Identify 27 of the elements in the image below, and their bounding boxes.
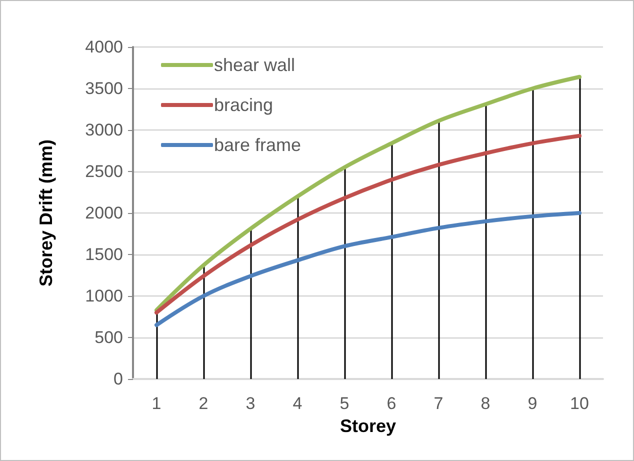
line-series <box>154 211 582 328</box>
x-tick-label: 2 <box>198 394 208 413</box>
x-tick-label: 6 <box>386 394 396 413</box>
y-tick-label: 1000 <box>85 286 123 306</box>
y-tick-label: 0 <box>114 370 123 388</box>
x-axis-title: Storey <box>340 416 396 436</box>
y-tick-label: 2000 <box>85 204 123 222</box>
y-tick-label: 500 <box>94 328 123 347</box>
y-tick-label: 1500 <box>85 245 123 264</box>
legend-label: bare frame <box>214 135 302 155</box>
x-tick-label: 10 <box>570 394 589 413</box>
y-tick-label: 3000 <box>85 120 123 140</box>
y-axis-title: Storey Drift (mm) <box>36 139 56 287</box>
legend-label: shear wall <box>214 55 296 75</box>
x-tick-label: 4 <box>292 394 302 413</box>
x-tick-label: 8 <box>480 394 490 413</box>
y-tick-label: 3500 <box>85 79 123 98</box>
line-series <box>154 134 582 315</box>
x-tick-label: 3 <box>246 394 256 413</box>
line-series <box>154 74 582 312</box>
legend-label: bracing <box>214 95 274 115</box>
x-tick-label: 1 <box>152 394 162 413</box>
x-tick-label: 7 <box>434 394 444 413</box>
x-tick-label: 5 <box>340 394 350 413</box>
y-tick-label: 2500 <box>85 162 123 181</box>
x-tick-label: 9 <box>528 394 538 413</box>
y-tick-label: 4000 <box>85 38 123 56</box>
